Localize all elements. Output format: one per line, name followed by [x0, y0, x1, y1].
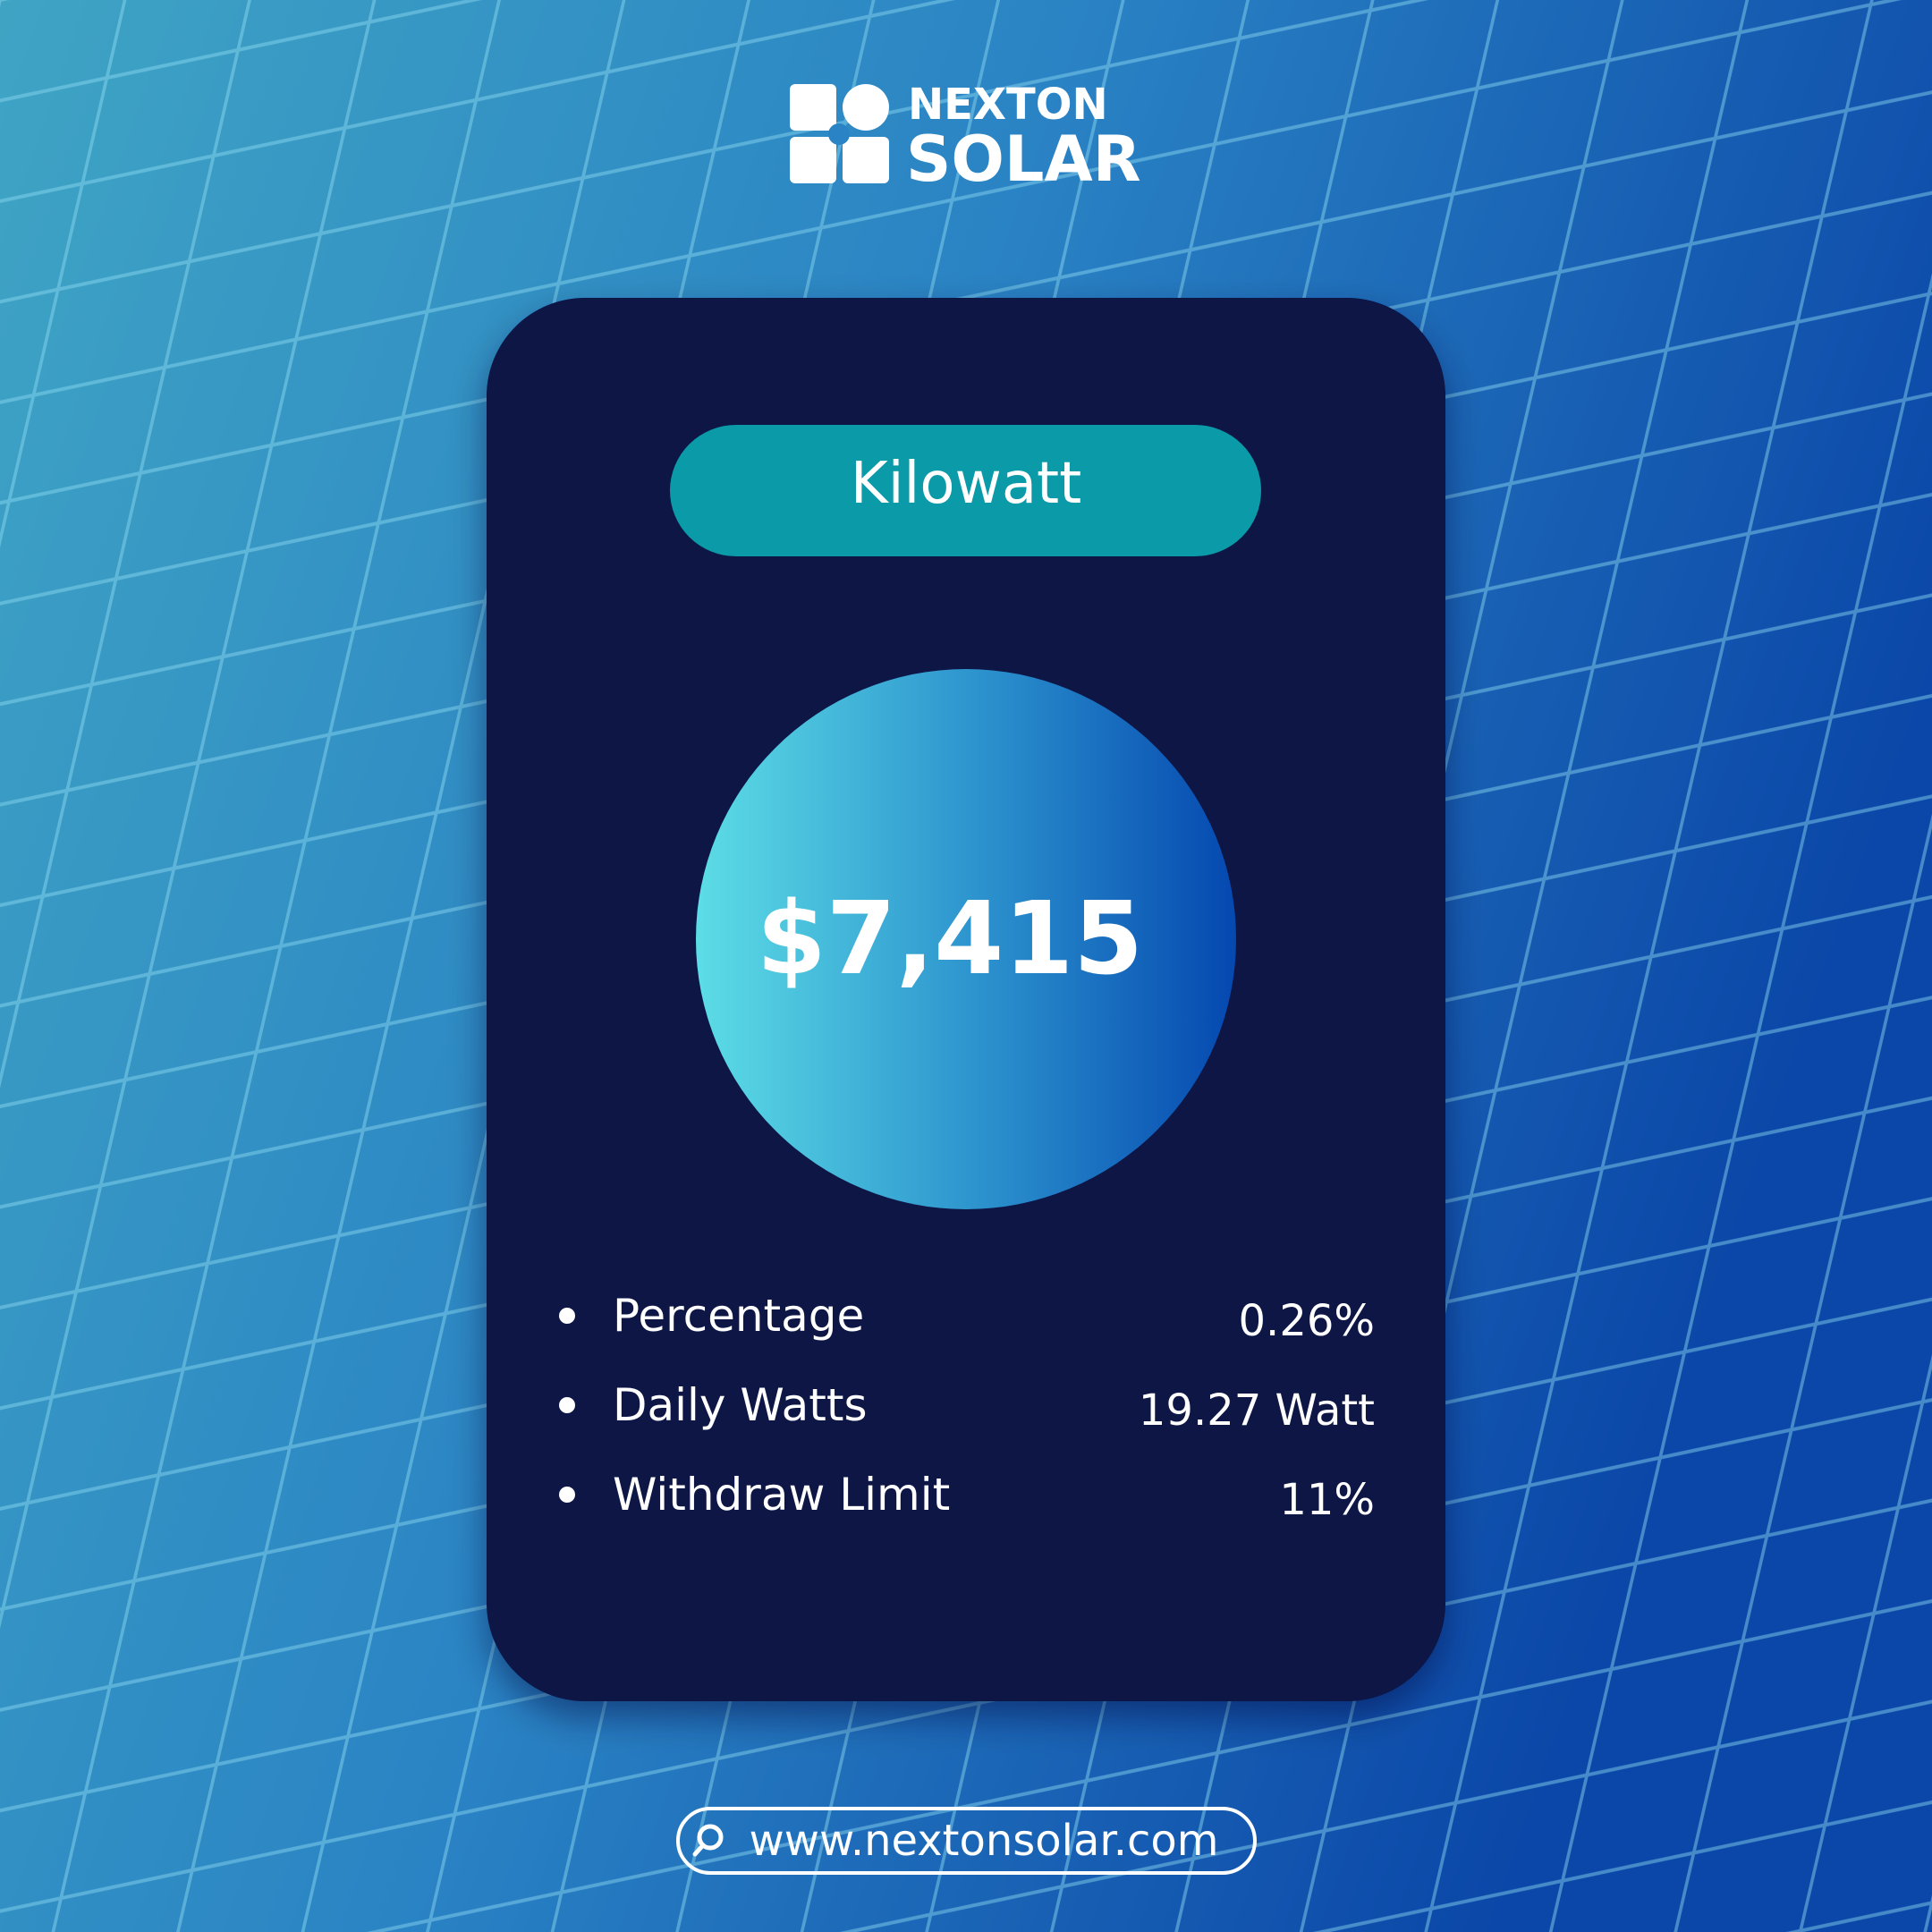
item-value: 19.27 Watt [1139, 1385, 1375, 1436]
search-icon-handle [692, 1843, 706, 1857]
item-list: Percentage 0.26% Daily Watts 19.27 Watt With… [559, 1290, 1375, 1525]
brand-line1: NEXTON [908, 80, 1108, 130]
logo-center [828, 123, 850, 145]
url-pill [676, 1807, 1257, 1875]
logo: NEXTON SOLAR [790, 80, 1141, 196]
logo-tile [843, 137, 889, 183]
item-label: Daily Watts [613, 1379, 868, 1431]
item-value: 0.26% [1239, 1296, 1375, 1346]
item-label: Withdraw Limit [613, 1469, 950, 1521]
logo-tile [790, 84, 836, 131]
brand-line2: SOLAR [906, 123, 1141, 196]
item-value: 11% [1279, 1475, 1375, 1525]
bullet [559, 1397, 575, 1413]
bullet [559, 1487, 575, 1503]
website-url: www.nextonsolar.com [750, 1816, 1219, 1866]
item-label: Percentage [613, 1290, 864, 1342]
title-pill [670, 425, 1261, 556]
logo-leaf [843, 84, 889, 131]
search-icon [697, 1824, 724, 1851]
logo-tile [790, 137, 836, 183]
amount-circle [696, 669, 1236, 1209]
amount: $7,415 [757, 881, 1143, 997]
card-title: Kilowatt [851, 451, 1081, 517]
bullet [559, 1308, 575, 1324]
